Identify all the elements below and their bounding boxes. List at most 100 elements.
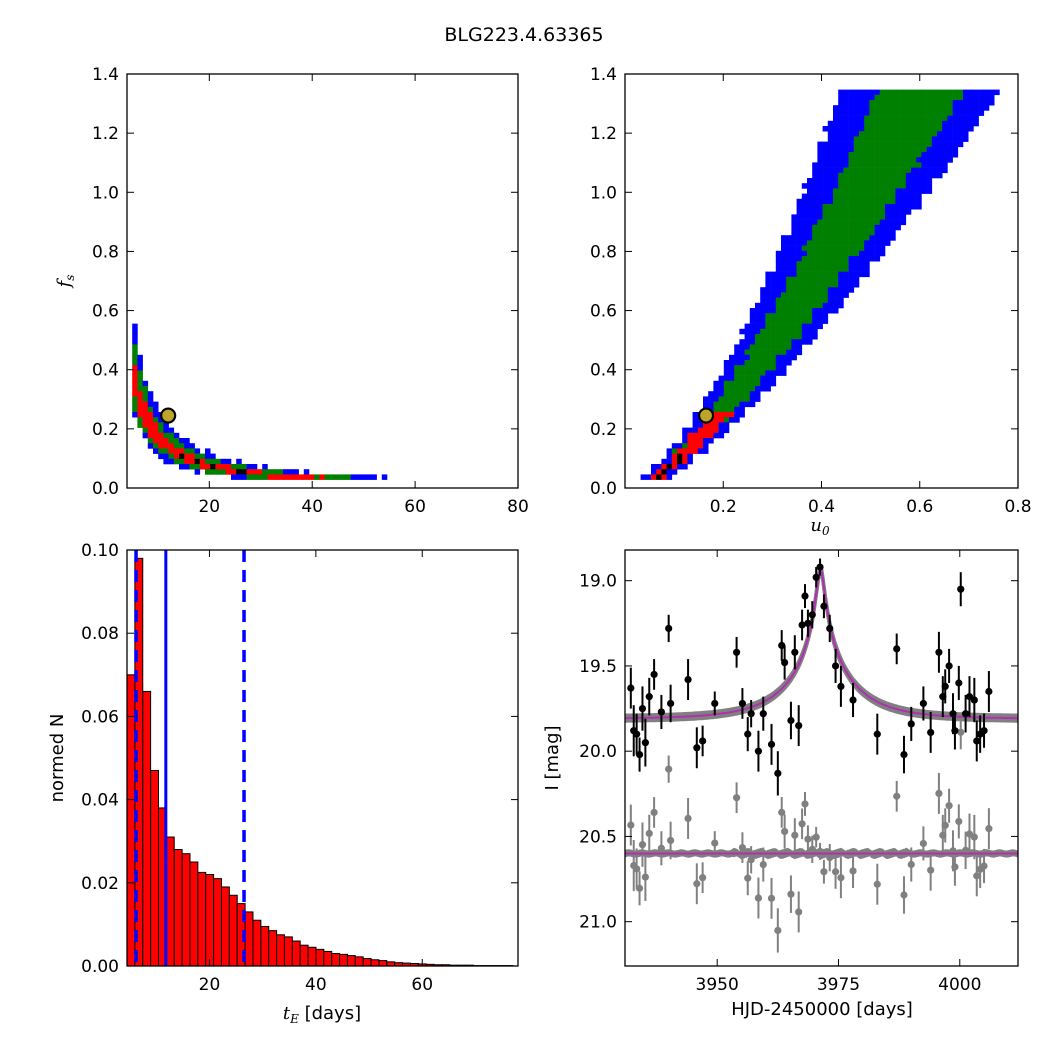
- heatmap-cell: [843, 271, 849, 278]
- heatmap-cell: [916, 146, 922, 153]
- heatmap-cell: [812, 230, 818, 236]
- heatmap-cell: [843, 136, 849, 142]
- heatmap-cell: [869, 136, 875, 142]
- heatmap-cell: [833, 146, 839, 153]
- heatmap-cell: [947, 157, 953, 163]
- heatmap-cell: [989, 94, 995, 101]
- residual-point: [801, 800, 809, 808]
- heatmap-cell: [843, 141, 849, 148]
- heatmap-cell: [931, 94, 938, 101]
- heatmap-cell: [848, 136, 855, 142]
- heatmap-cell: [890, 115, 896, 122]
- heatmap-cell: [838, 245, 844, 252]
- p3-xtick-label: 20: [199, 975, 221, 995]
- p1-xtick-label: 40: [301, 497, 323, 517]
- heatmap-cell: [147, 417, 154, 423]
- heatmap-cell: [848, 261, 855, 267]
- heatmap-cell: [833, 110, 839, 116]
- heatmap-cell: [937, 146, 943, 153]
- heatmap-cell: [843, 183, 849, 189]
- heatmap-cell: [189, 448, 195, 454]
- heatmap-cell: [760, 339, 766, 345]
- heatmap-cell: [682, 427, 688, 434]
- heatmap-cell: [926, 146, 933, 153]
- data-point: [791, 648, 799, 656]
- heatmap-cell: [210, 469, 216, 475]
- heatmap-cell: [817, 157, 823, 163]
- residual-point: [767, 894, 776, 902]
- heatmap-cell: [744, 375, 751, 382]
- heatmap-cell: [272, 469, 279, 475]
- heatmap-cell: [843, 292, 849, 298]
- histogram-bar: [299, 944, 309, 966]
- heatmap-cell: [755, 323, 761, 330]
- heatmap-cell: [729, 380, 735, 387]
- residual-point: [645, 829, 653, 838]
- heatmap-cell: [168, 432, 175, 439]
- heatmap-cell: [973, 105, 979, 111]
- heatmap-cell: [703, 401, 709, 408]
- heatmap-cell: [869, 167, 875, 174]
- heatmap-cell: [765, 339, 771, 345]
- heatmap-cell: [874, 120, 881, 127]
- heatmap-cell: [864, 230, 870, 236]
- heatmap-cell: [791, 271, 797, 278]
- heatmap-cell: [905, 100, 912, 106]
- heatmap-cell: [822, 183, 829, 189]
- heatmap-cell: [812, 178, 818, 184]
- residual-point: [970, 833, 978, 841]
- heatmap-cell: [812, 162, 818, 168]
- heatmap-cell: [869, 250, 875, 257]
- heatmap-cell: [869, 120, 875, 127]
- heatmap-cell: [350, 474, 357, 480]
- heatmap-cell: [817, 276, 823, 283]
- heatmap-cell: [853, 245, 860, 252]
- heatmap-cell: [822, 297, 829, 304]
- heatmap-cell: [775, 354, 782, 361]
- heatmap-cell: [775, 365, 782, 371]
- heatmap-cell: [869, 230, 875, 236]
- heatmap-cell: [874, 193, 881, 200]
- heatmap-cell: [859, 235, 865, 241]
- heatmap-cell: [718, 396, 725, 402]
- heatmap-cell: [781, 292, 787, 298]
- heatmap-cell: [874, 188, 881, 194]
- histogram-bar: [173, 849, 183, 966]
- heatmap-cell: [879, 94, 886, 101]
- heatmap-cell: [838, 230, 844, 236]
- heatmap-cell: [947, 89, 953, 96]
- data-point: [957, 585, 965, 593]
- heatmap-cell: [775, 266, 782, 272]
- heatmap-cell: [744, 380, 751, 387]
- heatmap-cell: [791, 323, 797, 330]
- heatmap-cell: [957, 105, 964, 111]
- heatmap-cell: [885, 240, 891, 246]
- histogram-bar: [205, 873, 215, 966]
- heatmap-cell: [864, 146, 870, 153]
- heatmap-cell: [137, 412, 143, 418]
- heatmap-cell: [900, 172, 907, 179]
- heatmap-cell: [853, 214, 860, 220]
- heatmap-cell: [942, 162, 948, 168]
- data-point: [738, 699, 747, 708]
- heatmap-cell: [770, 287, 777, 293]
- heatmap-cell: [890, 146, 896, 153]
- heatmap-cell: [900, 152, 907, 158]
- heatmap-cell: [900, 214, 907, 220]
- heatmap-cell: [822, 313, 829, 319]
- data-point: [985, 687, 993, 696]
- heatmap-cell: [189, 464, 195, 470]
- heatmap-cell: [895, 120, 901, 127]
- heatmap-cell: [911, 110, 917, 116]
- heatmap-cell: [864, 167, 870, 174]
- heatmap-cell: [231, 469, 237, 475]
- heatmap-cell: [812, 250, 818, 257]
- heatmap-cell: [874, 224, 881, 231]
- heatmap-cell: [796, 318, 803, 324]
- heatmap-cell: [822, 167, 829, 174]
- p1-ytick-label: 0.2: [92, 420, 119, 440]
- heatmap-cell: [817, 240, 823, 246]
- heatmap-cell: [796, 292, 803, 298]
- heatmap-cell: [921, 178, 927, 184]
